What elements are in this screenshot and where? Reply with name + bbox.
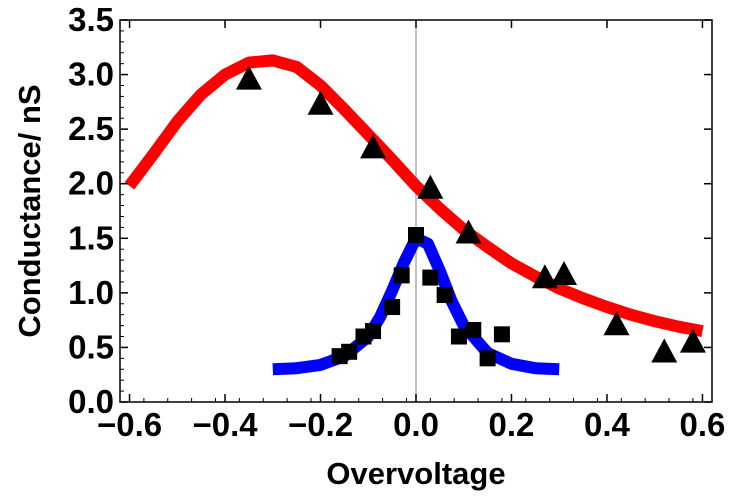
y-tick-label: 2.5: [68, 110, 114, 147]
x-tick-label: 0.2: [489, 406, 535, 443]
x-tick-label: 0.4: [584, 406, 631, 443]
tick-layer: −0.6 −0.4 −0.2 0.0 0.2 0.4 0.6 0.0 0.5 1.0 1.5 2.0 2…: [68, 1, 725, 443]
x-tick-label: −0.2: [288, 406, 353, 443]
y-tick-label: 1.5: [68, 219, 114, 256]
square-marker: [422, 269, 439, 286]
triangle-marker: [417, 174, 444, 199]
square-marker: [341, 343, 358, 360]
triangle-marker: [235, 65, 262, 90]
marker-layer: [235, 65, 706, 367]
triangle-marker: [360, 134, 387, 159]
y-axis-title: Conductance/ nS: [12, 84, 47, 337]
square-marker: [493, 326, 510, 343]
square-marker: [436, 287, 453, 304]
triangle-marker: [551, 260, 577, 285]
triangle-marker: [307, 90, 334, 115]
fit-curve-1: [124, 54, 704, 338]
y-tick-label: 3.0: [68, 56, 114, 93]
square-marker: [408, 227, 424, 244]
square-marker: [465, 321, 482, 338]
x-tick-label: −0.4: [192, 406, 258, 443]
square-marker: [384, 299, 401, 316]
square-marker: [450, 328, 467, 345]
y-tick-label: 3.5: [68, 1, 114, 38]
x-tick-label: 0.0: [393, 406, 439, 443]
square-marker: [393, 267, 410, 284]
y-tick-label: 0.0: [68, 383, 114, 420]
triangle-marker: [531, 264, 558, 289]
square-marker: [479, 350, 496, 367]
x-axis-title: Overvoltage: [326, 456, 505, 491]
y-tick-label: 0.5: [68, 328, 114, 365]
y-tick-label: 1.0: [68, 274, 114, 311]
x-tick-label: −0.6: [97, 406, 162, 443]
triangle-marker: [651, 338, 678, 363]
triangle-marker: [603, 311, 630, 336]
triangle-marker: [455, 219, 482, 244]
square-marker: [365, 323, 382, 340]
y-tick-label: 2.0: [68, 165, 114, 202]
triangle-marker: [679, 328, 706, 353]
x-tick-label: 0.6: [680, 406, 726, 443]
